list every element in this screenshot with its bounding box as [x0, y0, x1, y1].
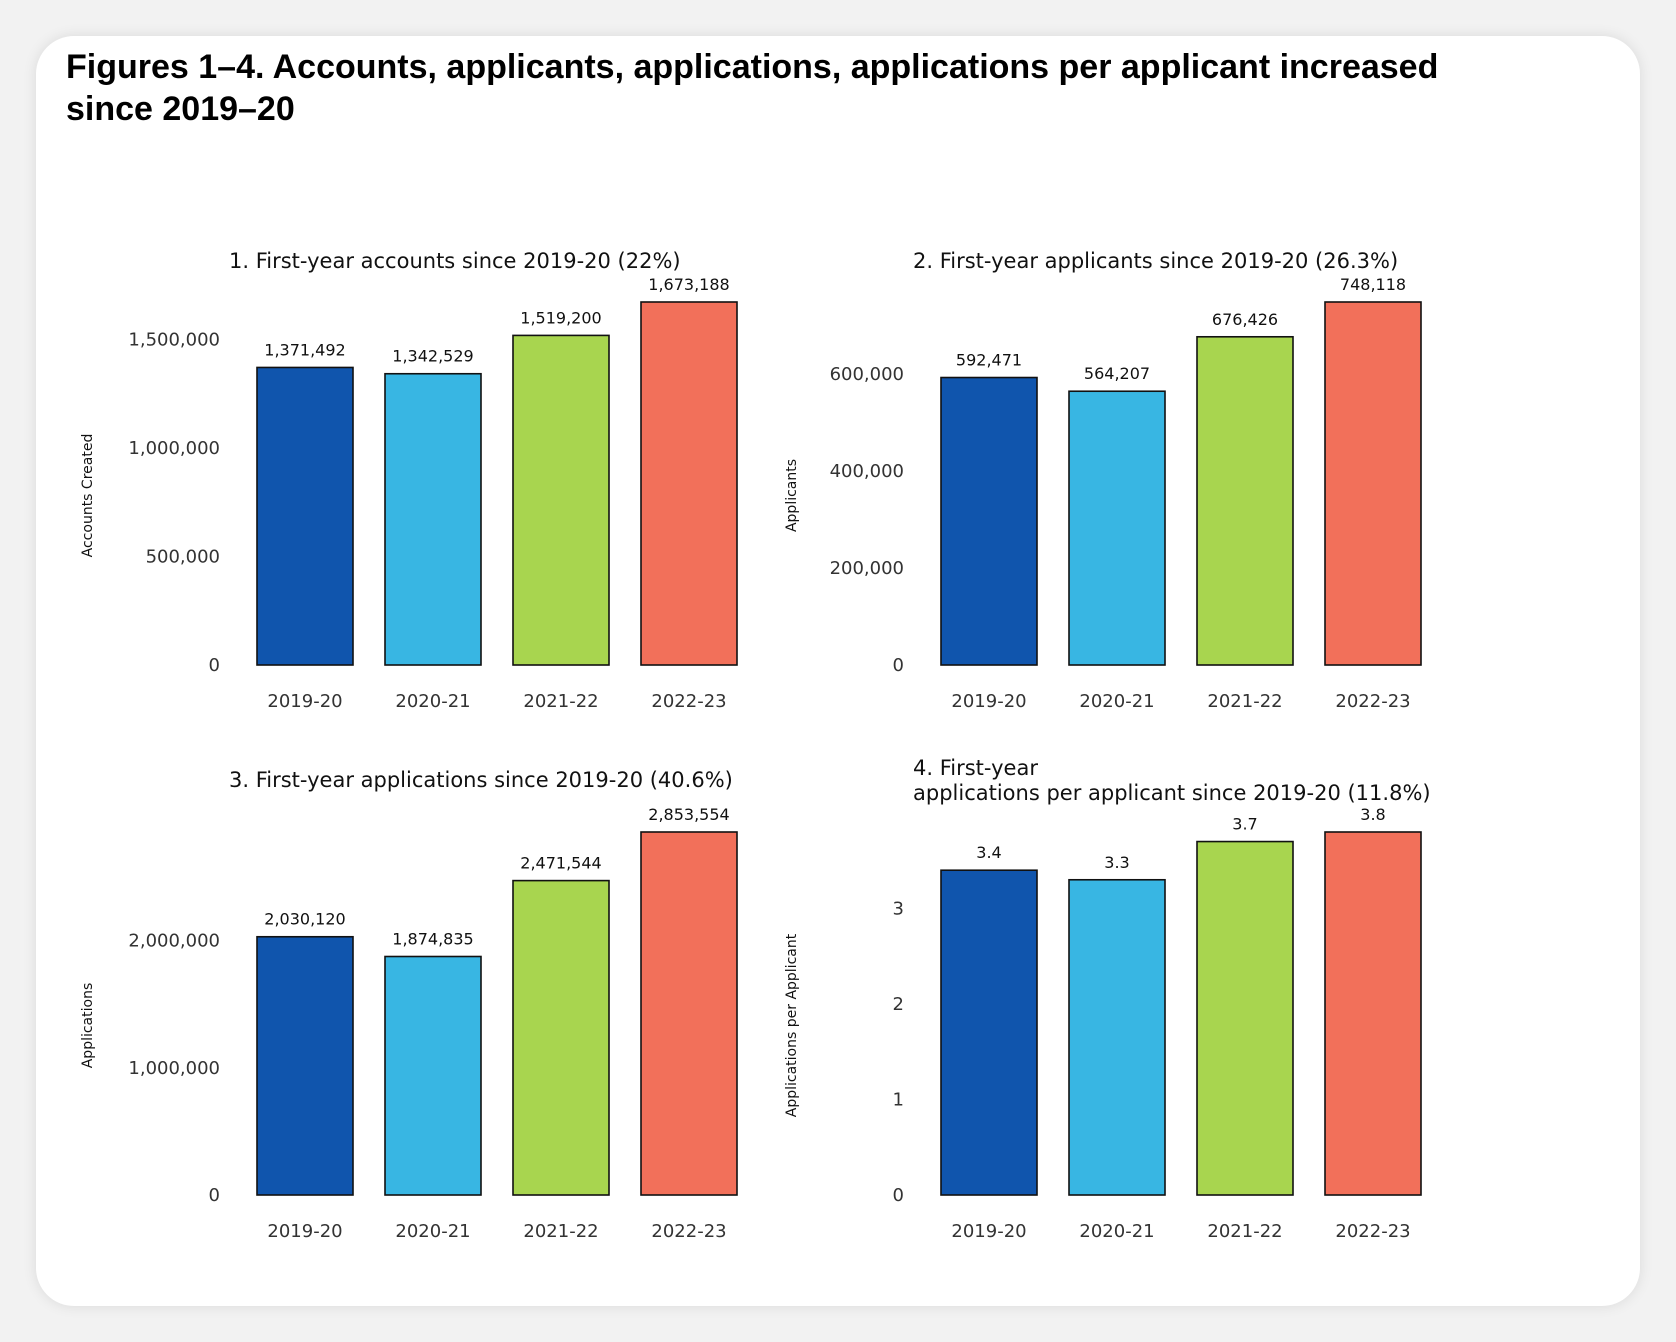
chart-4-xtick-label: 2020-21 [1079, 1221, 1154, 1242]
chart-2-bar-2022-23 [1324, 301, 1422, 666]
chart-1-ytick-label: 1,000,000 [128, 438, 220, 459]
chart-1-title: 1. First-year accounts since 2019-20 (22… [229, 249, 681, 273]
chart-1-xtick-label: 2020-21 [395, 691, 470, 712]
chart-3-bar-2022-23 [640, 831, 738, 1196]
chart-3-data-label: 1,874,835 [392, 930, 473, 949]
chart-4-title: 4. First-year applications per applicant … [913, 756, 1431, 805]
chart-1-bar-2020-21 [384, 372, 482, 666]
chart-2-data-label: 676,426 [1212, 310, 1278, 329]
chart-2-data-label: 748,118 [1340, 275, 1406, 294]
chart-3-data-label: 2,030,120 [264, 910, 345, 929]
chart-3-xtick-label: 2019-20 [267, 1221, 342, 1242]
chart-4-ytick-label: 1 [893, 1089, 904, 1110]
chart-2-title: 2. First-year applicants since 2019-20 (… [913, 249, 1398, 273]
chart-4-ytick-label: 2 [893, 994, 904, 1015]
chart-3-data-label: 2,853,554 [648, 805, 729, 824]
chart-1-y-axis-label: Accounts Created [80, 434, 96, 558]
chart-4-data-label: 3.3 [1104, 853, 1129, 872]
chart-1-data-label: 1,673,188 [648, 275, 729, 294]
chart-1-bar-2019-20 [256, 366, 354, 666]
chart-3-data-label: 2,471,544 [520, 854, 601, 873]
chart-3-xtick-label: 2022-23 [651, 1221, 726, 1242]
chart-1-xtick-label: 2021-22 [523, 691, 598, 712]
chart-2-ytick-label: 0 [893, 655, 904, 676]
chart-3-ytick-label: 1,000,000 [128, 1058, 220, 1079]
chart-2-xtick-label: 2020-21 [1079, 691, 1154, 712]
chart-3-bar-2021-22 [512, 879, 610, 1196]
chart-2-data-label: 592,471 [956, 351, 1022, 370]
chart-2-bar-2020-21 [1068, 390, 1166, 666]
chart-1-data-label: 1,371,492 [264, 340, 345, 359]
chart-4-bar-2020-21 [1068, 878, 1166, 1196]
chart-2-xtick-label: 2022-23 [1335, 691, 1410, 712]
chart-4-data-label: 3.7 [1232, 815, 1257, 834]
chart-2-ytick-label: 400,000 [830, 461, 904, 482]
chart-1-ytick-label: 500,000 [146, 547, 220, 568]
chart-1-ytick-label: 0 [209, 655, 220, 676]
chart-4-bar-2021-22 [1196, 840, 1294, 1196]
chart-1-data-label: 1,519,200 [520, 308, 601, 327]
chart-1-xtick-label: 2019-20 [267, 691, 342, 712]
chart-4-xtick-label: 2021-22 [1207, 1221, 1282, 1242]
chart-4-y-axis-label: Applications per Applicant [784, 933, 800, 1117]
chart-1-data-label: 1,342,529 [392, 347, 473, 366]
chart-2-xtick-label: 2021-22 [1207, 691, 1282, 712]
chart-4-xtick-label: 2022-23 [1335, 1221, 1410, 1242]
chart-3-ytick-label: 0 [209, 1185, 220, 1206]
chart-3-xtick-label: 2020-21 [395, 1221, 470, 1242]
chart-1-xtick-label: 2022-23 [651, 691, 726, 712]
chart-4-xtick-label: 2019-20 [951, 1221, 1026, 1242]
chart-1-ytick-label: 1,500,000 [128, 330, 220, 351]
chart-4-bar-2019-20 [940, 869, 1038, 1196]
chart-2-xtick-label: 2019-20 [951, 691, 1026, 712]
chart-3-bar-2020-21 [384, 955, 482, 1196]
chart-1-bar-2021-22 [512, 334, 610, 666]
chart-2-ytick-label: 200,000 [830, 558, 904, 579]
figure-title: Figures 1–4. Accounts, applicants, appli… [66, 48, 1439, 128]
chart-4-ytick-label: 0 [893, 1185, 904, 1206]
chart-4-ytick-label: 3 [893, 898, 904, 919]
chart-2-data-label: 564,207 [1084, 364, 1150, 383]
chart-2-ytick-label: 600,000 [830, 364, 904, 385]
chart-4-data-label: 3.8 [1360, 805, 1385, 824]
chart-3-ytick-label: 2,000,000 [128, 931, 220, 952]
chart-4-data-label: 3.4 [976, 843, 1001, 862]
chart-2-bar-2021-22 [1196, 335, 1294, 666]
chart-3-bar-2019-20 [256, 935, 354, 1196]
chart-3-title: 3. First-year applications since 2019-20… [229, 768, 733, 792]
chart-4-bar-2022-23 [1324, 831, 1422, 1196]
chart-3-xtick-label: 2021-22 [523, 1221, 598, 1242]
chart-1-bar-2022-23 [640, 301, 738, 666]
chart-2-y-axis-label: Applicants [784, 459, 800, 532]
chart-2-bar-2019-20 [940, 376, 1038, 666]
chart-3-y-axis-label: Applications [80, 983, 96, 1069]
